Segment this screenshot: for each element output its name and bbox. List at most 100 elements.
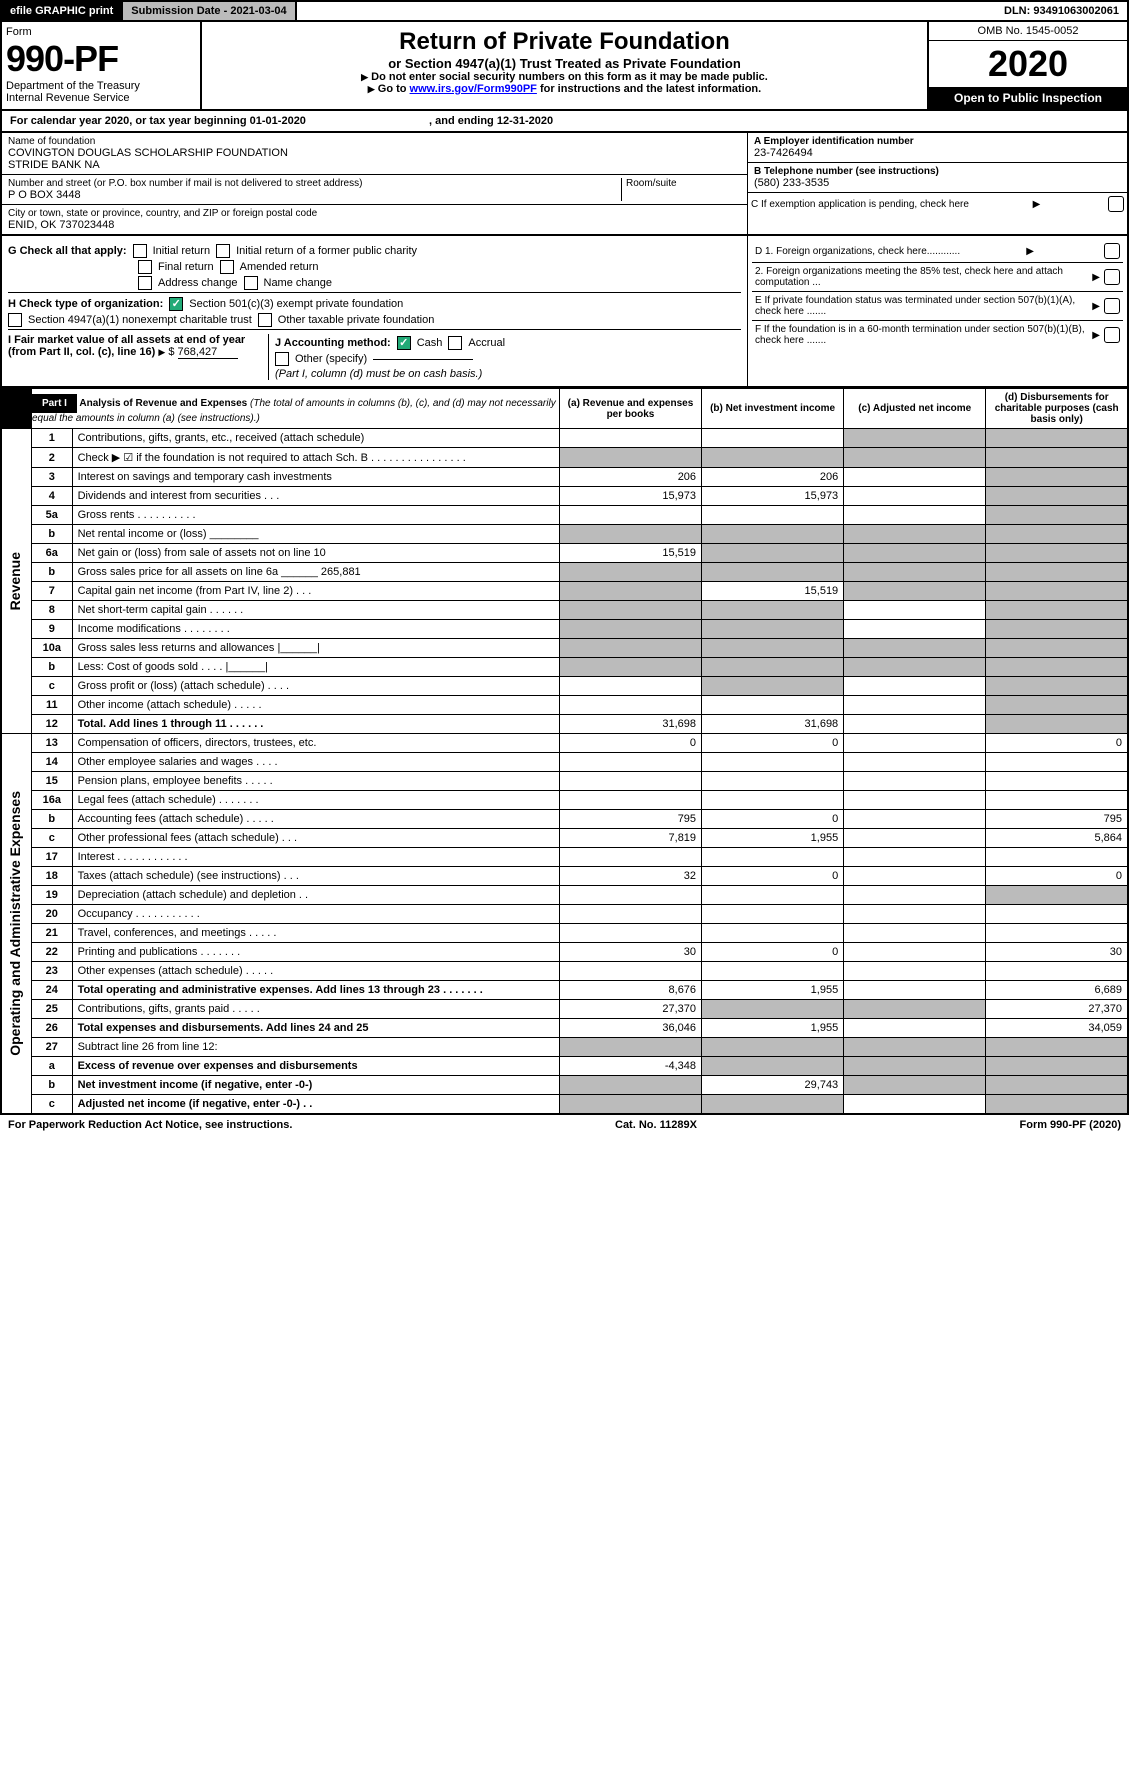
chk-4947[interactable]: [8, 313, 22, 327]
row-2: 2 Check ▶ ☑ if the foundation is not req…: [1, 448, 1128, 468]
dept: Department of the Treasury: [6, 80, 196, 92]
row-7: 7 Capital gain net income (from Part IV,…: [1, 582, 1128, 601]
exp-row-c: c Adjusted net income (if negative, ente…: [1, 1095, 1128, 1115]
top-bar: efile GRAPHIC print Submission Date - 20…: [0, 0, 1129, 22]
chk-amended[interactable]: [220, 260, 234, 274]
row-9: 9 Income modifications . . . . . . . .: [1, 620, 1128, 639]
exp-row-14: 14 Other employee salaries and wages . .…: [1, 753, 1128, 772]
chk-cash[interactable]: [397, 336, 411, 350]
row-1: Revenue 1 Contributions, gifts, grants, …: [1, 429, 1128, 448]
instr2-pre: Go to: [378, 83, 410, 95]
g6: Name change: [264, 277, 333, 289]
h-label: H Check type of organization:: [8, 298, 163, 310]
exp-row-17: 17 Interest . . . . . . . . . . . .: [1, 848, 1128, 867]
exp-row-c: c Other professional fees (attach schedu…: [1, 829, 1128, 848]
h1: Section 501(c)(3) exempt private foundat…: [189, 298, 403, 310]
exp-row-b: b Net investment income (if negative, en…: [1, 1076, 1128, 1095]
row-b: b Gross sales price for all assets on li…: [1, 563, 1128, 582]
exp-row-13: Operating and Administrative Expenses 13…: [1, 734, 1128, 753]
chk-final[interactable]: [138, 260, 152, 274]
submission-date: Submission Date - 2021-03-04: [123, 2, 296, 20]
g1: Initial return: [153, 245, 210, 257]
dln: DLN: 93491063002061: [996, 2, 1127, 20]
part1-title: Analysis of Revenue and Expenses: [79, 398, 247, 409]
exp-row-19: 19 Depreciation (attach schedule) and de…: [1, 886, 1128, 905]
g5: Address change: [158, 277, 238, 289]
calendar-year-row: For calendar year 2020, or tax year begi…: [0, 111, 1129, 133]
form-number: 990-PF: [6, 38, 196, 80]
efile-button[interactable]: efile GRAPHIC print: [2, 2, 123, 20]
footer-mid: Cat. No. 11289X: [615, 1119, 697, 1131]
irs: Internal Revenue Service: [6, 92, 196, 104]
form-title: Return of Private Foundation: [208, 28, 921, 56]
e: E If private foundation status was termi…: [755, 295, 1092, 317]
chk-501c3[interactable]: [169, 297, 183, 311]
exp-row-25: 25 Contributions, gifts, grants paid . .…: [1, 1000, 1128, 1019]
ein-label: A Employer identification number: [754, 136, 1121, 147]
form-subtitle: or Section 4947(a)(1) Trust Treated as P…: [208, 56, 921, 71]
exp-row-a: a Excess of revenue over expenses and di…: [1, 1057, 1128, 1076]
f: F If the foundation is in a 60-month ter…: [755, 324, 1092, 346]
j2: Accrual: [468, 337, 505, 349]
instr1: Do not enter social security numbers on …: [371, 71, 768, 83]
form-header: Form 990-PF Department of the Treasury I…: [0, 22, 1129, 111]
chk-addr[interactable]: [138, 276, 152, 290]
row-b: b Net rental income or (loss) ________: [1, 525, 1128, 544]
entity-info: Name of foundation COVINGTON DOUGLAS SCH…: [0, 133, 1129, 236]
col-d: (d) Disbursements for charitable purpose…: [986, 389, 1128, 429]
col-b: (b) Net investment income: [702, 389, 844, 429]
i-value: 768,427: [178, 346, 238, 359]
d2: 2. Foreign organizations meeting the 85%…: [755, 266, 1092, 288]
checkbox-section: G Check all that apply: Initial return I…: [0, 236, 1129, 388]
g4: Amended return: [240, 261, 319, 273]
row-6a: 6a Net gain or (loss) from sale of asset…: [1, 544, 1128, 563]
row-10a: 10a Gross sales less returns and allowan…: [1, 639, 1128, 658]
foundation-name: COVINGTON DOUGLAS SCHOLARSHIP FOUNDATION: [8, 147, 741, 159]
chk-name[interactable]: [244, 276, 258, 290]
city: ENID, OK 737023448: [8, 219, 741, 231]
name-label: Name of foundation: [8, 136, 741, 147]
part1-table: Part I Analysis of Revenue and Expenses …: [0, 388, 1129, 1115]
g2: Initial return of a former public charit…: [236, 245, 417, 257]
omb-number: OMB No. 1545-0052: [929, 22, 1127, 41]
chk-accrual[interactable]: [448, 336, 462, 350]
j1: Cash: [417, 337, 443, 349]
c-checkbox[interactable]: [1108, 196, 1124, 212]
j-label: J Accounting method:: [275, 337, 391, 349]
foundation-name2: STRIDE BANK NA: [8, 159, 741, 171]
f-checkbox[interactable]: [1104, 327, 1120, 343]
g-label: G Check all that apply:: [8, 245, 127, 257]
chk-initial-former[interactable]: [216, 244, 230, 258]
chk-other-method[interactable]: [275, 352, 289, 366]
exp-row-24: 24 Total operating and administrative ex…: [1, 981, 1128, 1000]
e-checkbox[interactable]: [1104, 298, 1120, 314]
row-11: 11 Other income (attach schedule) . . . …: [1, 696, 1128, 715]
irs-link[interactable]: www.irs.gov/Form990PF: [410, 83, 537, 95]
exp-row-15: 15 Pension plans, employee benefits . . …: [1, 772, 1128, 791]
chk-other-tax[interactable]: [258, 313, 272, 327]
d2-checkbox[interactable]: [1104, 269, 1120, 285]
open-public: Open to Public Inspection: [929, 87, 1127, 109]
tax-year: 2020: [929, 41, 1127, 87]
j-note: (Part I, column (d) must be on cash basi…: [275, 368, 741, 380]
exp-row-18: 18 Taxes (attach schedule) (see instruct…: [1, 867, 1128, 886]
row-5a: 5a Gross rents . . . . . . . . . .: [1, 506, 1128, 525]
row-4: 4 Dividends and interest from securities…: [1, 487, 1128, 506]
row-3: 3 Interest on savings and temporary cash…: [1, 468, 1128, 487]
tel-label: B Telephone number (see instructions): [754, 166, 1121, 177]
row-8: 8 Net short-term capital gain . . . . . …: [1, 601, 1128, 620]
h3: Other taxable private foundation: [278, 314, 435, 326]
form-label: Form: [6, 26, 196, 38]
col-c: (c) Adjusted net income: [844, 389, 986, 429]
row-b: b Less: Cost of goods sold . . . . |____…: [1, 658, 1128, 677]
row-c: c Gross profit or (loss) (attach schedul…: [1, 677, 1128, 696]
page-footer: For Paperwork Reduction Act Notice, see …: [0, 1115, 1129, 1135]
c-label: C If exemption application is pending, c…: [751, 199, 969, 210]
part1-label: Part I: [32, 394, 77, 413]
exp-row-16a: 16a Legal fees (attach schedule) . . . .…: [1, 791, 1128, 810]
exp-row-23: 23 Other expenses (attach schedule) . . …: [1, 962, 1128, 981]
chk-initial[interactable]: [133, 244, 147, 258]
d1-checkbox[interactable]: [1104, 243, 1120, 259]
h2: Section 4947(a)(1) nonexempt charitable …: [28, 314, 252, 326]
address: P O BOX 3448: [8, 189, 621, 201]
